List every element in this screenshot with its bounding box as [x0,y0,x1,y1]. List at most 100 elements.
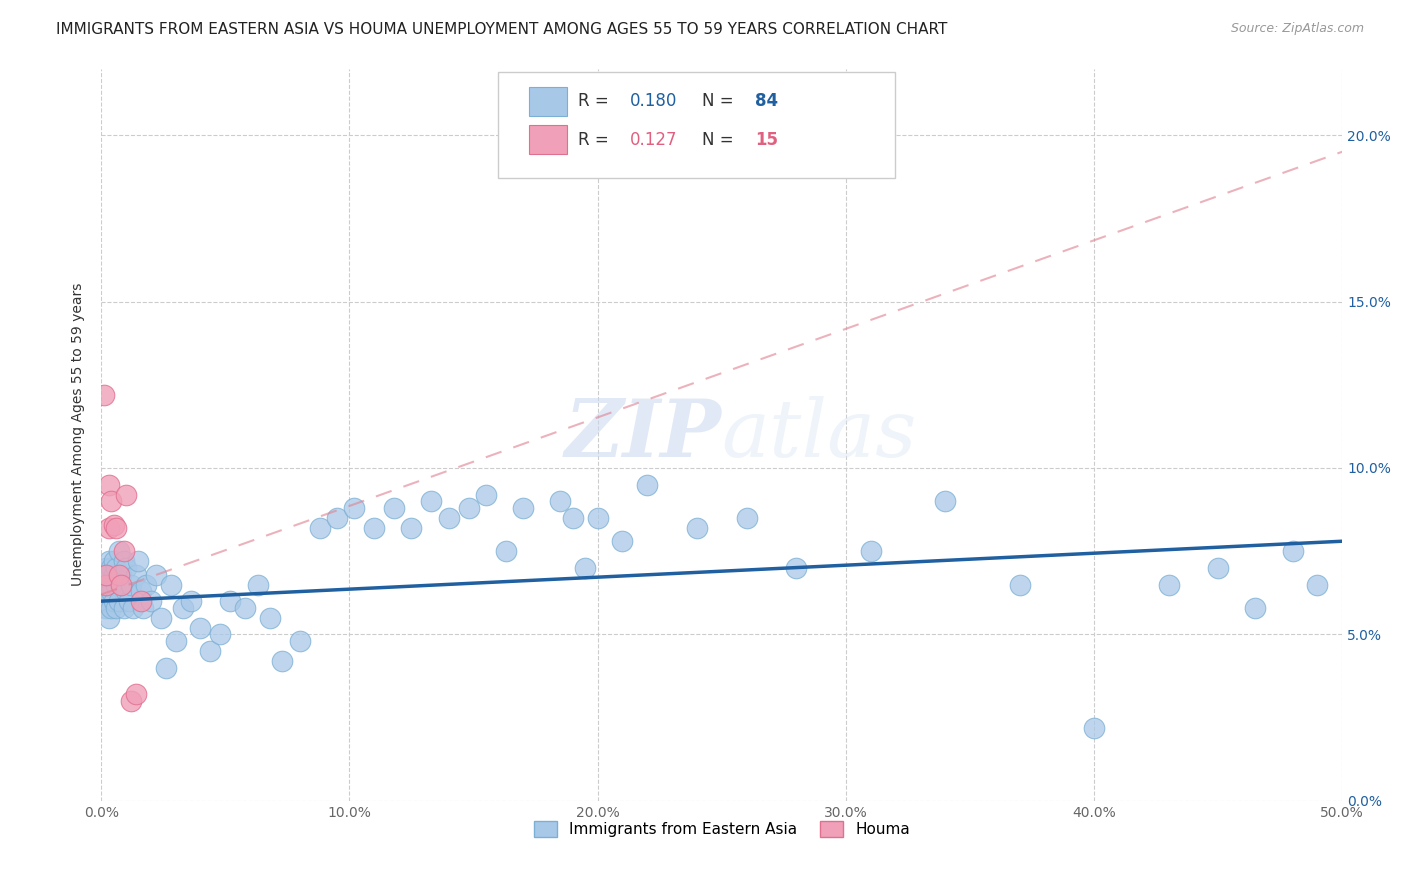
FancyBboxPatch shape [498,72,896,178]
Point [149,611,172,625]
Point [96,577,118,591]
Point [97,477,120,491]
Point [155,661,177,675]
Point [100,494,122,508]
Point [1206,561,1229,575]
Point [135,577,157,591]
Point [574,561,596,575]
Point [103,517,125,532]
Point [100,600,122,615]
Point [686,521,709,535]
Point [112,544,135,558]
Point [308,521,330,535]
Point [96,600,118,615]
Point [550,494,572,508]
Point [259,611,281,625]
Point [110,567,132,582]
Point [105,600,128,615]
Point [125,567,148,582]
Point [209,627,232,641]
Y-axis label: Unemployment Among Ages 55 to 59 years: Unemployment Among Ages 55 to 59 years [72,283,86,586]
Point [93,388,115,402]
FancyBboxPatch shape [530,125,567,154]
Text: ZIP: ZIP [565,396,721,474]
Text: 84: 84 [755,93,779,111]
Point [561,511,583,525]
Point [103,594,125,608]
Point [785,561,807,575]
Point [512,500,534,515]
Point [363,521,385,535]
Text: atlas: atlas [721,396,917,474]
Point [934,494,956,508]
Point [96,594,118,608]
Point [612,534,634,549]
Point [1083,721,1105,735]
Point [190,621,212,635]
Point [97,567,120,582]
Point [103,567,125,582]
Point [495,544,517,558]
Point [115,584,138,599]
Point [1281,544,1303,558]
Point [343,500,366,515]
Point [97,521,120,535]
Point [97,611,120,625]
Point [132,600,155,615]
Point [115,561,138,575]
Point [97,587,120,601]
Point [159,577,181,591]
Point [200,644,222,658]
Point [636,477,658,491]
Point [165,634,187,648]
Point [586,511,609,525]
Point [112,554,135,568]
Text: N =: N = [702,93,738,111]
Legend: Immigrants from Eastern Asia, Houma: Immigrants from Eastern Asia, Houma [526,814,917,845]
Point [100,561,122,575]
Point [129,594,152,608]
Point [97,554,120,568]
Point [271,654,294,668]
Point [129,584,152,599]
Text: R =: R = [578,93,614,111]
Point [420,494,443,508]
Point [105,561,128,575]
Point [1008,577,1031,591]
Point [105,577,128,591]
Point [735,511,758,525]
Point [103,554,125,568]
Text: Source: ZipAtlas.com: Source: ZipAtlas.com [1230,22,1364,36]
Point [382,500,405,515]
Point [401,521,423,535]
Point [110,577,132,591]
Point [117,594,139,608]
Point [96,567,118,582]
Text: N =: N = [702,130,738,149]
Point [1306,577,1329,591]
Point [172,600,194,615]
Point [859,544,882,558]
Point [115,488,138,502]
Point [127,554,149,568]
Point [457,500,479,515]
Point [145,567,167,582]
Point [139,594,162,608]
Point [288,634,311,648]
Point [93,567,115,582]
Point [1157,577,1180,591]
Point [112,600,135,615]
Text: 0.127: 0.127 [630,130,678,149]
Point [120,694,142,708]
Point [326,511,349,525]
Point [107,544,129,558]
Point [219,594,242,608]
Point [1244,600,1267,615]
Point [107,567,129,582]
Point [93,584,115,599]
Text: R =: R = [578,130,614,149]
Point [100,577,122,591]
Point [180,594,202,608]
FancyBboxPatch shape [530,87,567,116]
Point [246,577,269,591]
